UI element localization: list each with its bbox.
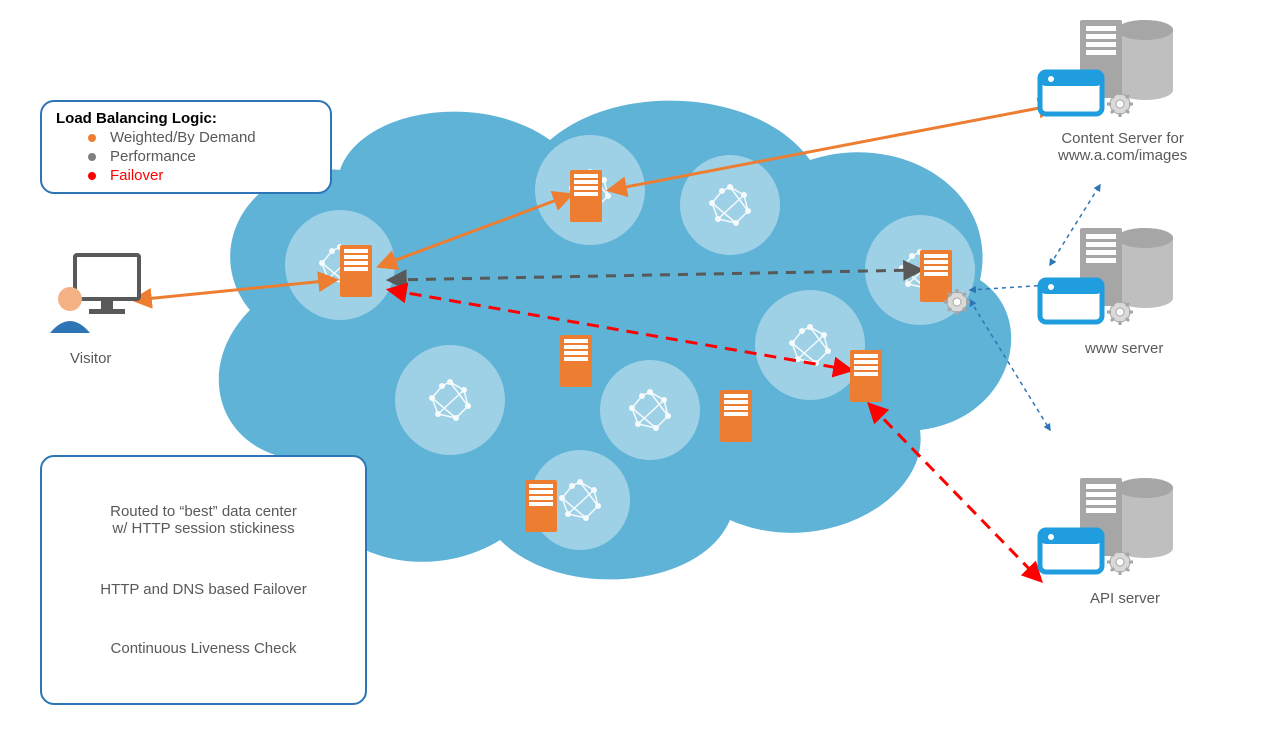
legend-label: Performance: [110, 148, 196, 165]
api-server-icon: [1040, 478, 1173, 575]
legend-item: Performance: [56, 148, 316, 165]
api-label: API server: [1090, 590, 1160, 607]
legend-dot: [88, 172, 96, 180]
legend-label: Weighted/By Demand: [110, 129, 256, 146]
key-routed-label: Routed to “best” data center w/ HTTP ses…: [56, 503, 351, 537]
legend-item: Weighted/By Demand: [56, 129, 316, 146]
legend-label: Failover: [110, 167, 163, 184]
legend-item: Failover: [56, 167, 316, 184]
www-label: www server: [1085, 340, 1163, 357]
legend-dot: [88, 134, 96, 142]
visitor-label: Visitor: [70, 350, 111, 367]
key-failover-label: HTTP and DNS based Failover: [56, 581, 351, 598]
legend-box: Load Balancing Logic: Weighted/By Demand…: [40, 100, 332, 194]
legend-dot: [88, 153, 96, 161]
content-server-icon: [1040, 20, 1173, 117]
legend-title: Load Balancing Logic:: [56, 110, 316, 127]
key-box: Routed to “best” data center w/ HTTP ses…: [40, 455, 367, 705]
content-label: Content Server for www.a.com/images: [1058, 130, 1187, 164]
www-server-icon: [1040, 228, 1173, 325]
key-liveness-label: Continuous Liveness Check: [56, 640, 351, 657]
visitor-icon: [50, 255, 139, 333]
